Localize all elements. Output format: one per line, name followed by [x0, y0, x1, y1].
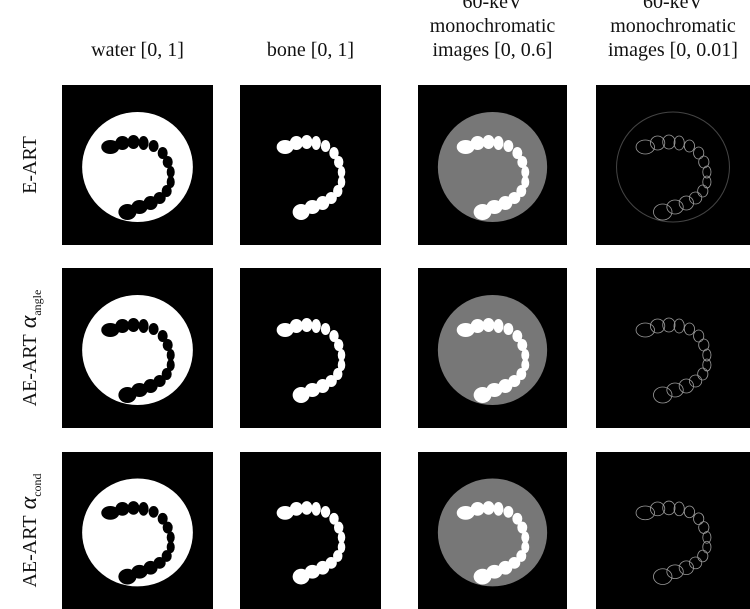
tooth: [118, 569, 136, 585]
image-panel: [596, 268, 750, 428]
tooth: [474, 204, 492, 220]
tooth: [149, 323, 159, 335]
column-header: monochromatic: [430, 15, 556, 37]
row-label-symbol: α: [16, 315, 42, 328]
image-background: [596, 452, 750, 609]
tooth: [493, 136, 503, 150]
tooth: [139, 136, 149, 150]
figure: water [0, 1] bone [0, 1] 60-keV monochromat…: [0, 0, 750, 609]
tooth: [321, 323, 330, 335]
tooth: [149, 140, 159, 152]
column-header: bone [0, 1]: [267, 39, 354, 61]
image-background: [240, 268, 381, 428]
image-panel: [596, 452, 750, 609]
tooth: [115, 502, 129, 516]
row-label-subscript: angle: [30, 290, 44, 316]
tooth: [321, 140, 330, 152]
row-label-text: AE-ART: [19, 334, 41, 406]
image-panel: [418, 85, 567, 245]
tooth: [139, 319, 149, 333]
tooth: [301, 501, 312, 515]
tooth: [290, 136, 303, 150]
image-panel: [596, 85, 750, 245]
column-header: 60-keV: [643, 0, 704, 13]
image-panel: [62, 452, 213, 609]
tooth: [483, 318, 495, 332]
tooth: [290, 502, 303, 516]
tooth: [474, 569, 492, 585]
image-panel: [418, 452, 567, 609]
tooth: [127, 318, 139, 332]
tooth: [127, 501, 139, 515]
row-label: AE-ART αangle: [16, 290, 44, 407]
row-label-symbol: α: [16, 496, 42, 509]
row-label-text: AE-ART: [19, 515, 41, 587]
image-panel: [62, 268, 213, 428]
tooth: [301, 135, 312, 149]
tooth: [293, 387, 310, 403]
tooth: [139, 502, 149, 516]
row-label: E-ART: [19, 136, 41, 194]
tooth: [503, 506, 513, 518]
column-header: 60-keV: [463, 0, 524, 13]
column-header: images [0, 0.01]: [608, 39, 738, 61]
image-panel: [62, 85, 213, 245]
image-panel: [418, 268, 567, 428]
tooth: [311, 502, 320, 516]
tooth: [311, 319, 320, 333]
tooth: [483, 135, 495, 149]
column-header: water [0, 1]: [91, 39, 184, 61]
tooth: [149, 506, 159, 518]
row-label-text: E-ART: [19, 136, 41, 194]
tooth: [311, 136, 320, 150]
image-panel: [240, 268, 381, 428]
row-label: AE-ART αcond: [16, 473, 44, 587]
column-header: images [0, 0.6]: [433, 39, 553, 61]
image-panel: [240, 85, 381, 245]
tooth: [118, 204, 136, 220]
tooth: [118, 387, 136, 403]
tooth: [471, 502, 485, 516]
tooth: [290, 319, 303, 333]
tooth: [493, 502, 503, 516]
tooth: [127, 135, 139, 149]
image-background: [240, 452, 381, 609]
image-panel: [240, 452, 381, 609]
image-background: [596, 268, 750, 428]
tooth: [474, 387, 492, 403]
tooth: [293, 569, 310, 585]
tooth: [293, 204, 310, 220]
tooth: [115, 319, 129, 333]
row-label-subscript: cond: [30, 473, 44, 496]
tooth: [471, 136, 485, 150]
image-background: [596, 85, 750, 245]
tooth: [301, 318, 312, 332]
column-header: monochromatic: [610, 15, 736, 37]
image-background: [240, 85, 381, 245]
tooth: [503, 140, 513, 152]
tooth: [483, 501, 495, 515]
tooth: [321, 506, 330, 518]
tooth: [493, 319, 503, 333]
tooth: [471, 319, 485, 333]
tooth: [503, 323, 513, 335]
tooth: [115, 136, 129, 150]
